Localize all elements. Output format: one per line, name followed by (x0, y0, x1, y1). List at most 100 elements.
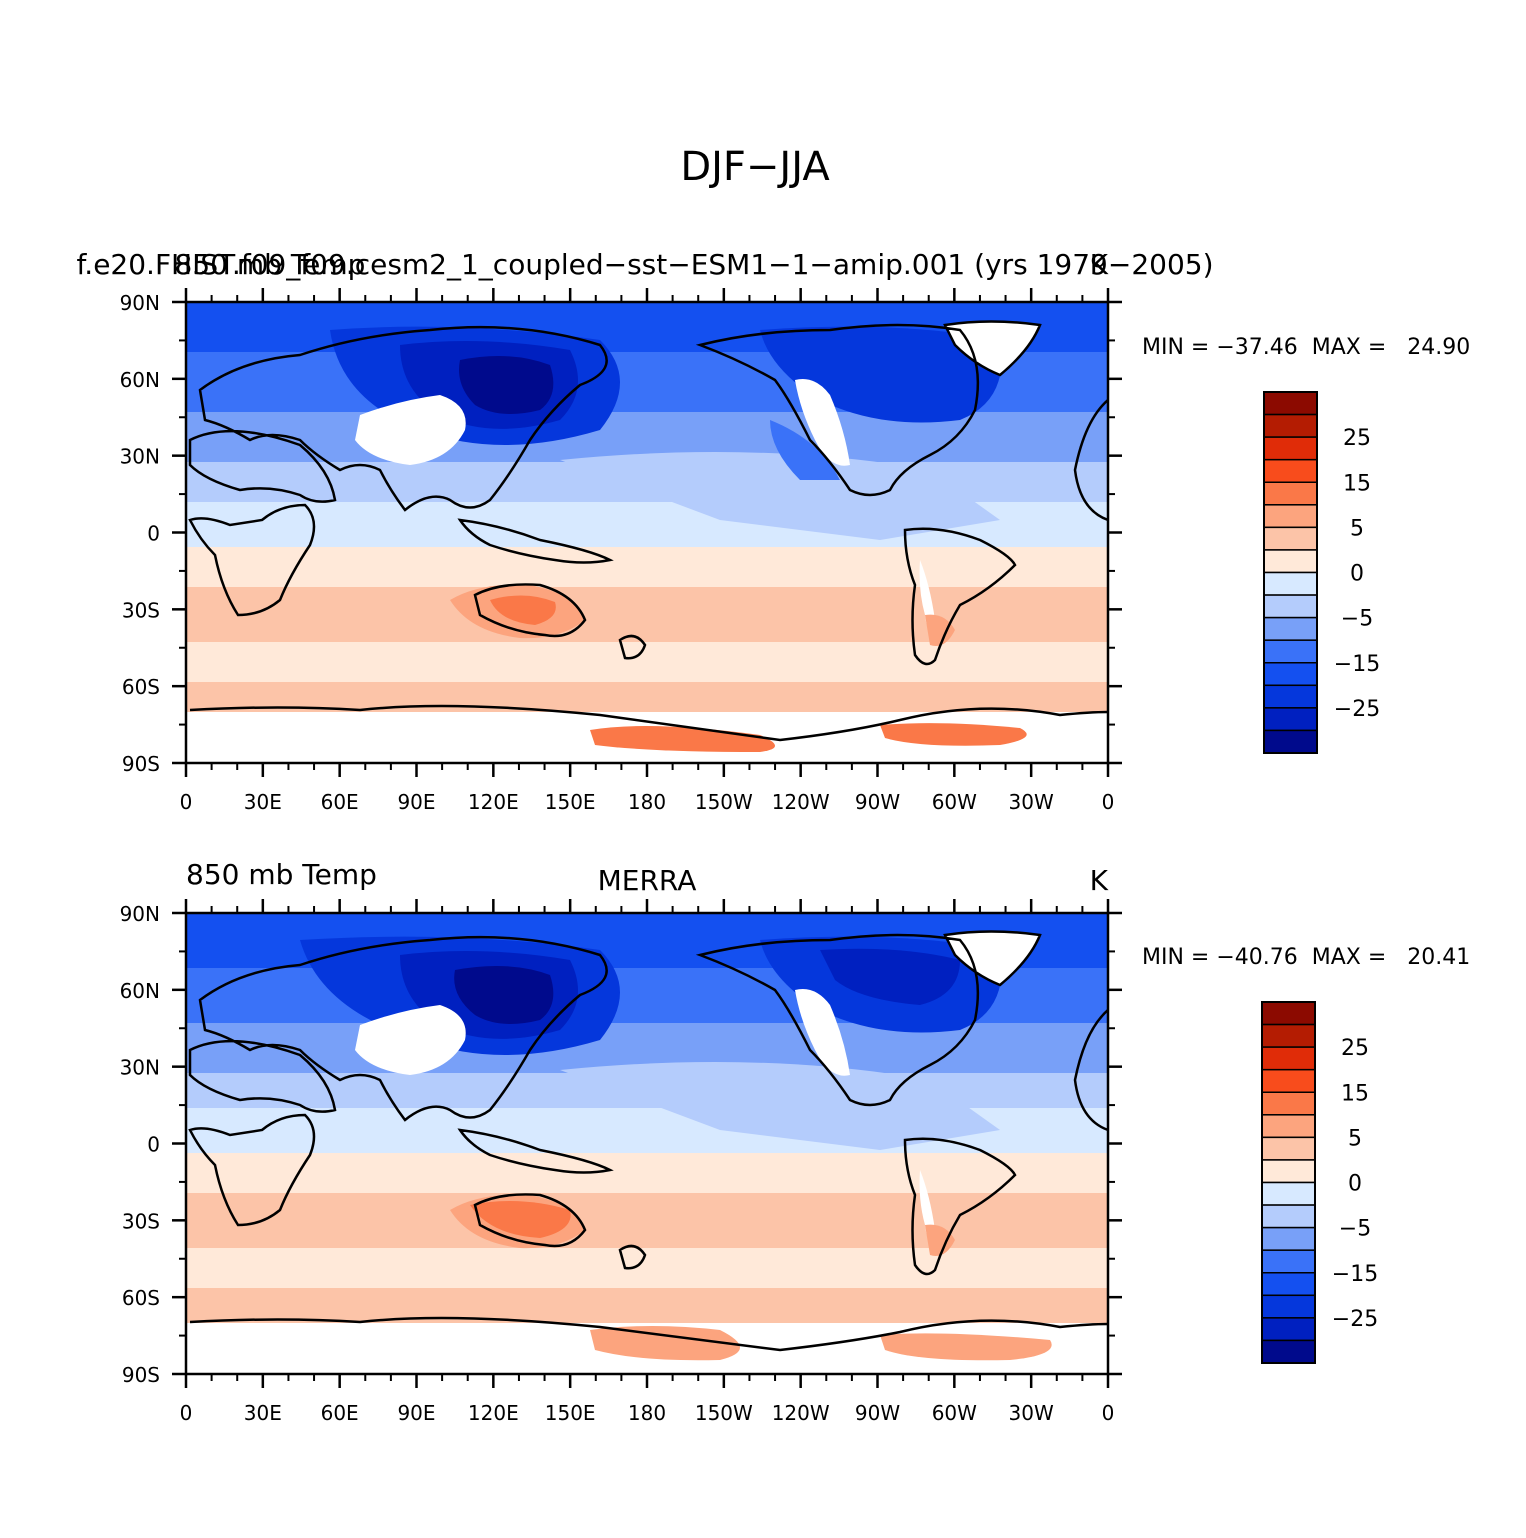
colorbar-box (1261, 1317, 1316, 1342)
temp-band-45s (186, 1248, 1108, 1288)
lon-tick-label: 90E (397, 1401, 435, 1425)
panel-left-string: 850 mb Temp (186, 858, 377, 891)
mask-greenland (945, 931, 1040, 985)
lat-tick-label: 30S (122, 598, 160, 622)
lon-tick-label: 150E (545, 1401, 596, 1425)
colorbar-label: 5 (1348, 1126, 1362, 1151)
temp-region-pacific-coast-cool (770, 420, 840, 480)
temp-region-antarctic-warm-2 (880, 1333, 1052, 1361)
lon-tick-label: 30W (1009, 1401, 1054, 1425)
lat-tick-label: 0 (147, 1133, 160, 1157)
colorbar-label: 25 (1341, 1036, 1369, 1061)
lon-tick-label: 120E (468, 1401, 519, 1425)
colorbar: 25 15 5 0 −5 −15 −25 (1263, 391, 1380, 754)
map-field (186, 913, 1108, 1374)
colorbar-label: −5 (1341, 607, 1373, 632)
colorbar-box (1263, 481, 1318, 506)
colorbar: 25 15 5 0 −5 −15 −25 (1261, 1001, 1378, 1364)
panel-units: K (1090, 864, 1109, 897)
mask-rockies (795, 379, 850, 466)
lon-tick-label: 120E (468, 790, 519, 814)
colorbar-box (1261, 1339, 1316, 1364)
temp-region-australia-hot (470, 1201, 571, 1238)
lat-tick-label: 90S (122, 752, 160, 776)
lon-tick-label: 0 (180, 790, 193, 814)
colorbar-box (1261, 1136, 1316, 1161)
map-field (186, 302, 1108, 763)
lat-tick-label: 90N (120, 902, 160, 926)
colorbar-box (1263, 594, 1318, 619)
mask-tibet (355, 1005, 466, 1075)
figure-title: DJF−JJA (680, 144, 830, 190)
mask-andes (919, 1170, 935, 1239)
panel-merra: 850 mb Temp MERRA K (120, 858, 1471, 1425)
temp-region-antarctic-warm-2 (880, 723, 1027, 746)
colorbar-label: 5 (1350, 516, 1364, 541)
colorbar-box (1261, 1091, 1316, 1116)
lon-axis: 0 30E 60E 90E 120E 150E 180 150W 120W 90W 60W 30W 0 (180, 899, 1115, 1425)
colorbar-box (1263, 526, 1318, 551)
colorbar-label: −25 (1334, 697, 1380, 722)
panel-variable-label: 850 mb Temp (175, 248, 366, 281)
colorbar-label: −15 (1332, 1262, 1378, 1287)
lat-tick-label: 90S (122, 1363, 160, 1387)
lat-tick-label: 30S (122, 1209, 160, 1233)
lon-tick-label: 90E (397, 790, 435, 814)
colorbar-box (1261, 1272, 1316, 1297)
colorbar-box (1261, 1249, 1316, 1274)
temp-region-pacific-cool (560, 1062, 1000, 1150)
lon-axis: 0 30E 60E 90E 120E 150E 180 150W 120W 90W 60W 30W 0 (180, 288, 1115, 814)
colorbar-box (1261, 1001, 1316, 1026)
colorbar-box (1263, 616, 1318, 641)
temp-band-5s (186, 547, 1108, 587)
panel-units: K (1090, 248, 1109, 281)
lon-tick-label: 0 (1102, 1401, 1115, 1425)
lon-tick-label: 120W (772, 790, 830, 814)
colorbar-frame (1263, 391, 1318, 754)
temp-band-60s (186, 682, 1108, 712)
colorbar-box (1263, 436, 1318, 461)
temp-region-namerica-cold-2 (820, 948, 960, 1005)
temp-region-argentina-warm (925, 614, 955, 646)
lat-tick-label: 60N (120, 979, 160, 1003)
colorbar-box (1263, 729, 1318, 754)
lon-tick-label: 0 (1102, 790, 1115, 814)
colorbar-label: 15 (1341, 1081, 1369, 1106)
coastlines (188, 320, 1108, 742)
temp-region-asia-cold-3 (454, 966, 554, 1024)
colorbar-label: 25 (1343, 426, 1371, 451)
lon-tick-label: 150W (695, 790, 753, 814)
lat-tick-label: 60S (122, 675, 160, 699)
lon-tick-label: 120W (772, 1401, 830, 1425)
lon-tick-label: 150W (695, 1401, 753, 1425)
colorbar-box (1263, 707, 1318, 732)
colorbar-label: −25 (1332, 1307, 1378, 1332)
lon-tick-label: 60E (321, 790, 359, 814)
temp-region-pacific-cool (560, 452, 1000, 540)
colorbar-box (1261, 1023, 1316, 1048)
colorbar-box (1261, 1226, 1316, 1251)
colorbar-box (1261, 1204, 1316, 1229)
lat-tick-label: 60N (120, 368, 160, 392)
lat-tick-label: 60S (122, 1286, 160, 1310)
panel-center-string: f.e20.FHIST.f09_f09.cesm2_1_coupled−sst−… (76, 248, 1213, 281)
lon-tick-label: 30E (244, 790, 282, 814)
lon-tick-label: 180 (628, 790, 666, 814)
lat-tick-label: 0 (147, 522, 160, 546)
colorbar-label: 0 (1350, 562, 1364, 587)
lat-tick-label: 30N (120, 445, 160, 469)
temp-region-australia-hot (490, 595, 556, 625)
colorbar-box (1263, 639, 1318, 664)
lon-tick-label: 30W (1009, 790, 1054, 814)
colorbar-box (1263, 571, 1318, 596)
colorbar-box (1263, 549, 1318, 574)
lon-tick-label: 90W (855, 1401, 900, 1425)
lat-tick-label: 90N (120, 291, 160, 315)
temp-region-argentina-warm (925, 1224, 955, 1256)
temp-region-antarctic-warm (590, 1326, 740, 1361)
mask-andes (919, 560, 935, 629)
colorbar-label: −5 (1339, 1217, 1371, 1242)
colorbar-box (1263, 458, 1318, 483)
lat-tick-label: 30N (120, 1056, 160, 1080)
colorbar-label: 0 (1348, 1172, 1362, 1197)
